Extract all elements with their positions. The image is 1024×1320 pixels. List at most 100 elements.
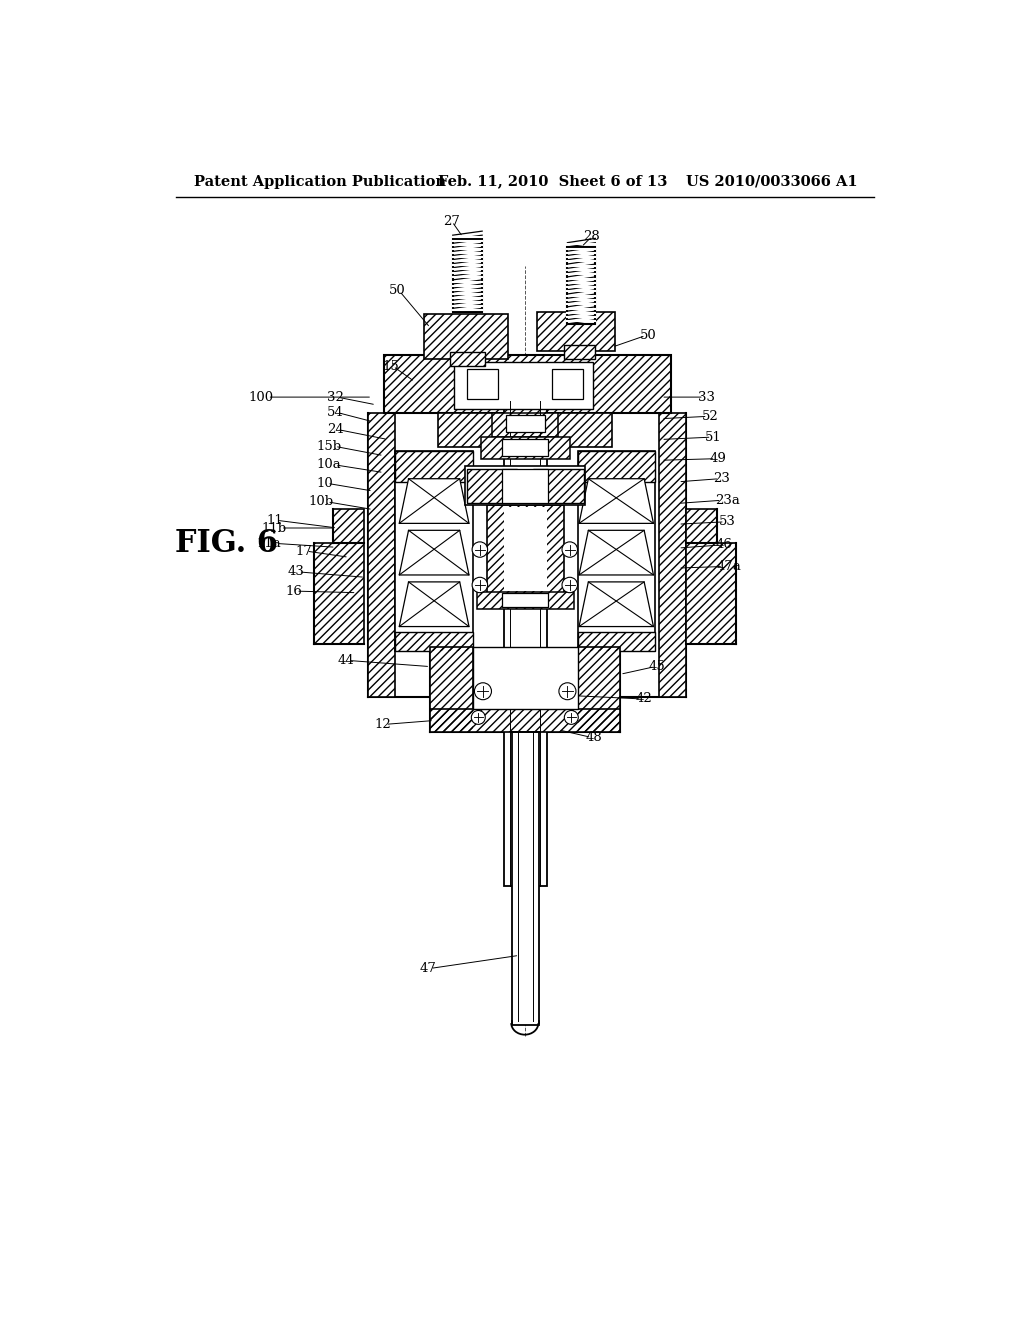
Bar xyxy=(504,401,547,886)
Bar xyxy=(467,370,499,399)
Bar xyxy=(552,370,583,399)
Text: 46: 46 xyxy=(716,539,732,552)
Bar xyxy=(369,413,395,697)
Text: 42: 42 xyxy=(636,693,652,705)
Bar xyxy=(480,437,569,459)
Bar xyxy=(467,469,517,503)
Bar xyxy=(504,507,547,591)
Bar xyxy=(563,345,595,359)
Bar xyxy=(563,345,595,359)
Text: 24: 24 xyxy=(327,422,343,436)
Circle shape xyxy=(562,543,578,557)
Bar xyxy=(503,440,548,457)
Text: 10b: 10b xyxy=(308,495,334,508)
Bar xyxy=(493,413,558,437)
Bar xyxy=(686,508,717,544)
Circle shape xyxy=(472,577,487,593)
Bar xyxy=(512,733,539,1024)
Circle shape xyxy=(472,543,487,557)
Circle shape xyxy=(562,577,578,593)
Bar xyxy=(430,709,621,733)
Circle shape xyxy=(559,682,575,700)
Bar xyxy=(578,451,655,651)
Bar xyxy=(578,647,621,733)
Polygon shape xyxy=(399,582,469,627)
Bar xyxy=(480,437,569,459)
Bar xyxy=(430,647,473,733)
Text: 11: 11 xyxy=(266,513,283,527)
Text: 16: 16 xyxy=(286,585,302,598)
Text: US 2010/0033066 A1: US 2010/0033066 A1 xyxy=(686,174,858,189)
Circle shape xyxy=(564,710,579,725)
Bar xyxy=(334,508,365,544)
Circle shape xyxy=(474,682,492,700)
Text: 33: 33 xyxy=(697,391,715,404)
Bar xyxy=(477,591,573,609)
Polygon shape xyxy=(399,531,469,576)
Text: Feb. 11, 2010  Sheet 6 of 13: Feb. 11, 2010 Sheet 6 of 13 xyxy=(438,174,668,189)
Text: 17: 17 xyxy=(296,545,312,557)
Bar xyxy=(493,413,558,437)
Bar xyxy=(503,469,548,503)
Text: 100: 100 xyxy=(249,391,273,404)
Text: 49: 49 xyxy=(710,453,726,465)
Text: 28: 28 xyxy=(583,231,600,243)
Text: 50: 50 xyxy=(640,329,656,342)
Text: 12: 12 xyxy=(375,718,391,731)
Bar xyxy=(334,508,365,544)
Bar xyxy=(538,313,614,351)
Bar xyxy=(395,451,473,482)
Polygon shape xyxy=(579,582,653,627)
Bar xyxy=(424,314,508,359)
Bar xyxy=(538,313,614,351)
Bar xyxy=(424,314,508,359)
Text: 54: 54 xyxy=(327,407,343,418)
Bar xyxy=(451,352,484,367)
Bar xyxy=(473,647,578,709)
Text: 53: 53 xyxy=(719,515,735,528)
Bar xyxy=(395,632,473,651)
Bar xyxy=(658,413,686,697)
Bar xyxy=(578,632,655,651)
Bar xyxy=(384,355,671,412)
Bar xyxy=(477,591,573,609)
Bar xyxy=(506,414,545,432)
Bar xyxy=(451,352,484,367)
Text: 15b: 15b xyxy=(316,440,341,453)
Text: 23: 23 xyxy=(713,473,730,486)
Bar xyxy=(686,508,717,544)
Text: 27: 27 xyxy=(443,215,461,228)
Bar xyxy=(467,469,517,503)
Bar xyxy=(453,239,482,313)
Polygon shape xyxy=(579,479,653,524)
Bar xyxy=(486,506,563,594)
Text: 11a: 11a xyxy=(257,537,282,550)
Bar xyxy=(534,469,584,503)
Circle shape xyxy=(471,710,485,725)
Text: 23a: 23a xyxy=(716,494,740,507)
Polygon shape xyxy=(399,479,469,524)
Text: 47a: 47a xyxy=(717,560,741,573)
Bar xyxy=(384,355,671,412)
Bar xyxy=(430,647,473,733)
Text: Patent Application Publication: Patent Application Publication xyxy=(194,174,445,189)
Polygon shape xyxy=(579,531,653,576)
Bar xyxy=(578,451,655,482)
Bar xyxy=(486,506,563,594)
Bar xyxy=(395,451,473,482)
Bar xyxy=(430,709,621,733)
Bar xyxy=(395,632,473,651)
Bar xyxy=(503,594,548,607)
Bar xyxy=(578,451,655,482)
Text: FIG. 6: FIG. 6 xyxy=(175,528,278,558)
Bar xyxy=(686,544,736,644)
Text: 48: 48 xyxy=(586,731,602,744)
Text: 43: 43 xyxy=(288,565,305,578)
Text: 11b: 11b xyxy=(262,521,287,535)
Bar xyxy=(578,647,621,733)
Text: 44: 44 xyxy=(338,653,354,667)
Bar xyxy=(314,544,365,644)
Bar xyxy=(438,413,612,447)
Text: 52: 52 xyxy=(701,409,718,422)
Bar xyxy=(465,466,586,506)
